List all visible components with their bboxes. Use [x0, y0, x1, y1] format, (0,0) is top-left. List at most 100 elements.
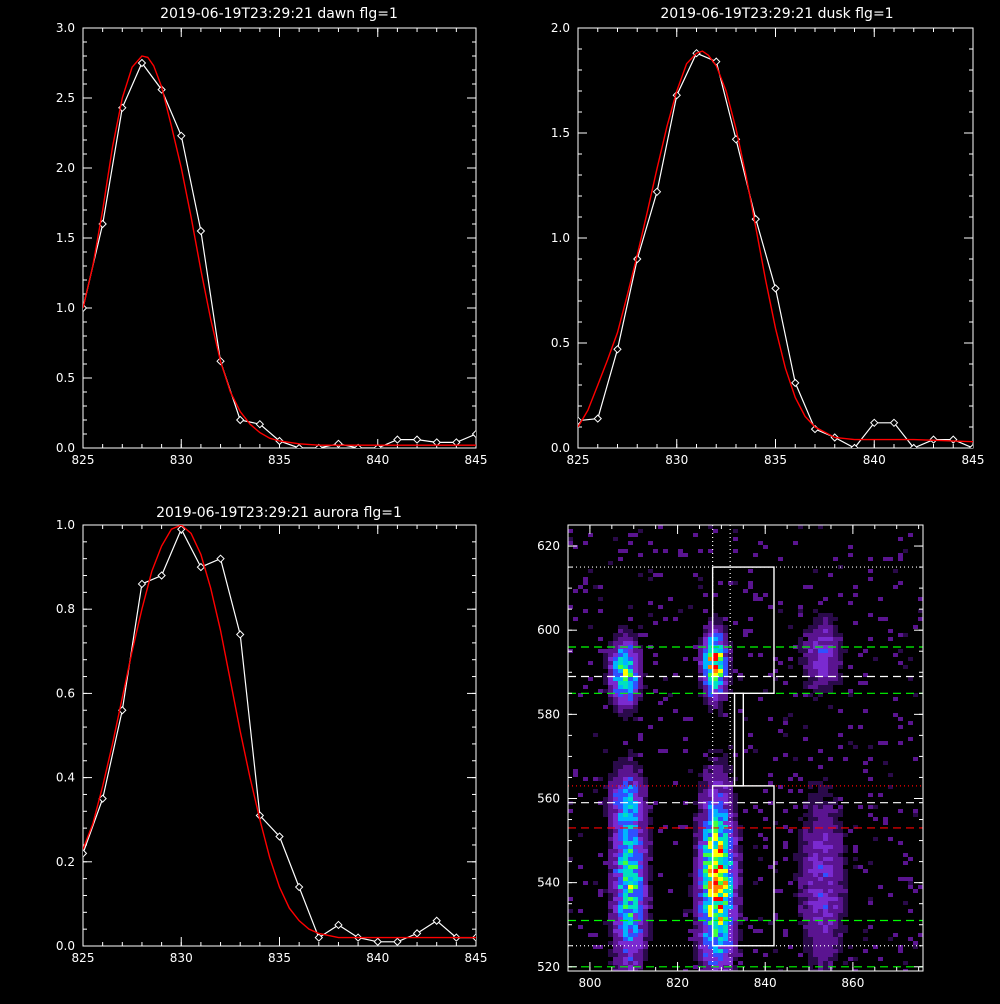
heatmap-cell: [798, 861, 803, 865]
heatmap-cell: [608, 813, 613, 817]
heatmap-cell: [708, 805, 713, 809]
heatmap-cell: [628, 877, 633, 881]
heatmap-cell: [693, 837, 698, 841]
heatmap-cell: [798, 913, 803, 917]
heatmap-cell: [828, 873, 833, 877]
heatmap-cell: [838, 873, 843, 877]
heatmap-cell: [728, 909, 733, 913]
heatmap-cell: [713, 929, 718, 933]
heatmap-cell: [628, 773, 633, 777]
heatmap-cell: [568, 541, 573, 545]
heatmap-cell: [793, 873, 798, 877]
heatmap-cell: [823, 621, 828, 625]
heatmap-cell: [813, 885, 818, 889]
heatmap-cell: [643, 949, 648, 953]
y-tick-label: 0.4: [56, 771, 75, 785]
heatmap-cell: [613, 921, 618, 925]
heatmap-cell: [798, 921, 803, 925]
heatmap-cell: [798, 857, 803, 861]
heatmap-cell: [728, 805, 733, 809]
heatmap-cell: [648, 869, 653, 873]
heatmap-cell: [638, 625, 643, 629]
heatmap-cell: [698, 941, 703, 945]
heatmap-cell: [818, 913, 823, 917]
heatmap-cell: [698, 897, 703, 901]
heatmap-cell: [818, 621, 823, 625]
heatmap-cell: [828, 829, 833, 833]
heatmap-cell: [628, 905, 633, 909]
heatmap-cell: [713, 937, 718, 941]
heatmap-cell: [723, 893, 728, 897]
heatmap-cell: [733, 829, 738, 833]
heatmap-cell: [683, 825, 688, 829]
heatmap-cell: [818, 893, 823, 897]
heatmap-cell: [673, 617, 678, 621]
heatmap-cell: [708, 849, 713, 853]
heatmap-cell: [613, 917, 618, 921]
heatmap-cell: [788, 945, 793, 949]
heatmap-cell: [613, 885, 618, 889]
heatmap-cell: [828, 945, 833, 949]
heatmap-cell: [698, 877, 703, 881]
heatmap-cell: [693, 645, 698, 649]
heatmap-cell: [568, 857, 573, 861]
heatmap-cell: [643, 929, 648, 933]
heatmap-cell: [813, 845, 818, 849]
heatmap-cell: [643, 937, 648, 941]
heatmap-cell: [733, 825, 738, 829]
heatmap-cell: [738, 893, 743, 897]
heatmap-cell: [703, 785, 708, 789]
heatmap-cell: [908, 657, 913, 661]
heatmap-cell: [638, 945, 643, 949]
heatmap-cell: [803, 649, 808, 653]
heatmap-cell: [698, 681, 703, 685]
heatmap-cell: [713, 677, 718, 681]
heatmap-cell: [728, 661, 733, 665]
heatmap-cell: [808, 885, 813, 889]
heatmap-cell: [813, 929, 818, 933]
heatmap-cell: [603, 681, 608, 685]
heatmap-cell: [708, 645, 713, 649]
data-point: [593, 414, 602, 423]
heatmap-cell: [898, 633, 903, 637]
heatmap-cell: [728, 925, 733, 929]
heatmap-cell: [893, 933, 898, 937]
heatmap-cell: [603, 861, 608, 865]
heatmap-cell: [643, 837, 648, 841]
heatmap-cell: [798, 869, 803, 873]
heatmap-cell: [728, 777, 733, 781]
heatmap-cell: [643, 849, 648, 853]
heatmap-cell: [608, 781, 613, 785]
heatmap-cell: [618, 773, 623, 777]
heatmap-cell: [833, 845, 838, 849]
heatmap-cell: [833, 897, 838, 901]
heatmap-cell: [738, 917, 743, 921]
heatmap-cell: [723, 909, 728, 913]
heatmap-cell: [608, 809, 613, 813]
heatmap-cell: [838, 645, 843, 649]
heatmap-cell: [713, 941, 718, 945]
heatmap-cell: [718, 965, 723, 969]
heatmap-cell: [723, 969, 728, 971]
heatmap-cell: [638, 897, 643, 901]
extraction-box: [711, 785, 775, 947]
heatmap-cell: [603, 797, 608, 801]
heatmap-cell: [623, 877, 628, 881]
heatmap-cell: [903, 969, 908, 971]
heatmap-cell: [618, 693, 623, 697]
heatmap-cell: [578, 925, 583, 929]
heatmap-cell: [813, 937, 818, 941]
heatmap-cell: [703, 641, 708, 645]
heatmap-cell: [638, 677, 643, 681]
heatmap-cell: [698, 869, 703, 873]
heatmap-cell: [618, 809, 623, 813]
heatmap-cell: [718, 777, 723, 781]
heatmap-cell: [613, 813, 618, 817]
heatmap-cell: [608, 849, 613, 853]
heatmap-cell: [748, 569, 753, 573]
heatmap-cell: [813, 661, 818, 665]
heatmap-cell: [813, 849, 818, 853]
heatmap-cell: [703, 813, 708, 817]
heatmap-cell: [833, 673, 838, 677]
